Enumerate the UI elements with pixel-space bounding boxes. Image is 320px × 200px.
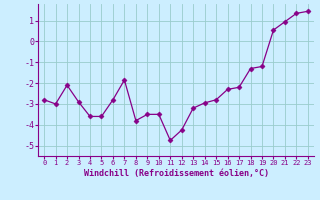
X-axis label: Windchill (Refroidissement éolien,°C): Windchill (Refroidissement éolien,°C)	[84, 169, 268, 178]
